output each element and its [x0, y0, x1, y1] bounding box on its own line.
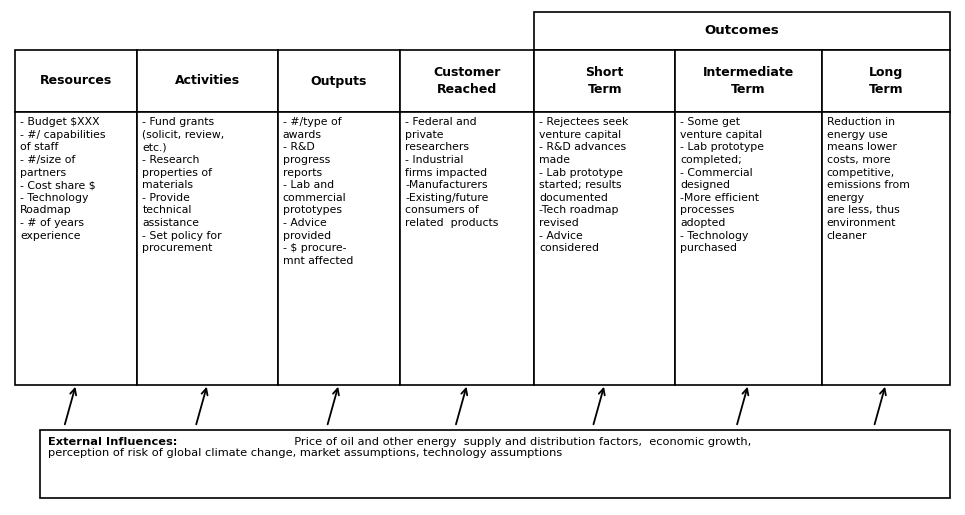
Bar — [15, 50, 137, 112]
Text: - #/type of
awards
- R&D
progress
reports
- Lab and
commercial
prototypes
- Advi: - #/type of awards - R&D progress report… — [283, 117, 353, 266]
Text: Short
Term: Short Term — [586, 66, 624, 96]
Bar — [137, 112, 278, 385]
Text: Reduction in
energy use
means lower
costs, more
competitive,
emissions from
ener: Reduction in energy use means lower cost… — [827, 117, 910, 241]
Bar — [278, 50, 400, 112]
Bar — [278, 112, 400, 385]
Text: - Budget $XXX
- #/ capabilities
of staff
- #/size of
partners
- Cost share $
- T: - Budget $XXX - #/ capabilities of staff… — [20, 117, 105, 241]
Text: Resources: Resources — [40, 75, 112, 88]
Text: - Fund grants
(solicit, review,
etc.)
- Research
properties of
materials
- Provi: - Fund grants (solicit, review, etc.) - … — [142, 117, 225, 253]
Text: External Influences:: External Influences: — [48, 437, 178, 447]
Bar — [535, 112, 675, 385]
Bar — [535, 12, 950, 50]
Bar — [400, 50, 535, 112]
Text: Customer
Reached: Customer Reached — [433, 66, 501, 96]
Text: Long
Term: Long Term — [868, 66, 903, 96]
Bar — [821, 112, 950, 385]
Bar — [400, 112, 535, 385]
Bar — [675, 112, 821, 385]
Text: Intermediate
Term: Intermediate Term — [703, 66, 794, 96]
Text: - Rejectees seek
venture capital
- R&D advances
made
- Lab prototype
started; re: - Rejectees seek venture capital - R&D a… — [539, 117, 629, 253]
Bar — [40, 430, 950, 498]
Text: Price of oil and other energy  supply and distribution factors,  economic growth: Price of oil and other energy supply and… — [288, 437, 752, 447]
Text: - Federal and
private
researchers
- Industrial
firms impacted
-Manufacturers
-Ex: - Federal and private researchers - Indu… — [405, 117, 498, 228]
Bar — [535, 50, 675, 112]
Text: - Some get
venture capital
- Lab prototype
completed;
- Commercial
designed
-Mor: - Some get venture capital - Lab prototy… — [680, 117, 764, 253]
Bar — [821, 50, 950, 112]
Bar — [15, 112, 137, 385]
Bar — [137, 50, 278, 112]
Bar — [675, 50, 821, 112]
Text: perception of risk of global climate change, market assumptions, technology assu: perception of risk of global climate cha… — [48, 449, 563, 458]
Text: Activities: Activities — [175, 75, 240, 88]
Text: Outputs: Outputs — [311, 75, 367, 88]
Text: Outcomes: Outcomes — [704, 25, 780, 38]
